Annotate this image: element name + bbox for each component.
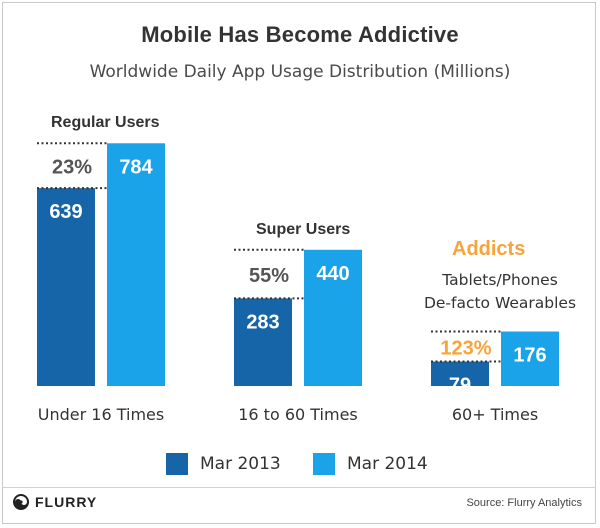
value-label-mar-2013-60-times: 79 [449, 375, 471, 397]
bar-mar-2013-16-to-60-times [234, 298, 292, 386]
legend-swatch-mar-2014 [313, 453, 335, 475]
source-note: Source: Flurry Analytics [466, 497, 582, 509]
category-label-16-to-60-times: 16 to 60 Times [238, 405, 358, 424]
growth-label-60-times: 123% [440, 338, 491, 360]
legend-label-mar-2014: Mar 2014 [347, 454, 428, 474]
bar-mar-2014-16-to-60-times [304, 249, 362, 386]
legend-label-mar-2013: Mar 2013 [200, 454, 281, 474]
value-label-mar-2014-16-to-60-times: 440 [316, 263, 349, 285]
value-label-mar-2013-16-to-60-times: 283 [246, 311, 279, 333]
value-label-mar-2013-under-16-times: 639 [49, 201, 82, 223]
device-label-wearables: De-facto Wearables [423, 294, 577, 312]
chart-title: Mobile Has Become Addictive [141, 22, 459, 47]
bar-mar-2014-under-16-times [107, 143, 165, 386]
category-label-60-times: 60+ Times [452, 405, 538, 424]
bar-mar-2014-60-times [501, 331, 559, 386]
legend-item-mar-2013: Mar 2013 [166, 453, 281, 475]
group-title-super-users: Super Users [256, 221, 351, 238]
bar-mar-2013-60-times [431, 361, 489, 386]
legend: Mar 2013 Mar 2014 [0, 453, 600, 477]
growth-label-under-16-times: 23% [52, 157, 92, 179]
growth-label-16-to-60-times: 55% [249, 265, 289, 287]
category-label-under-16-times: Under 16 Times [38, 405, 164, 424]
flurry-logo-text: FLURRY [35, 494, 98, 510]
bar-chart: 639 784 23% Under 16 Times 283 440 55% 16 to 60… [37, 142, 559, 424]
device-label-tablets-phones: Tablets/Phones [442, 271, 558, 289]
legend-item-mar-2014: Mar 2014 [313, 453, 428, 475]
value-label-mar-2014-60-times: 176 [513, 345, 546, 367]
bar-mar-2013-under-16-times [37, 188, 95, 386]
value-label-mar-2014-under-16-times: 784 [119, 156, 153, 178]
group-title-regular-users: Regular Users [51, 114, 160, 131]
legend-swatch-mar-2013 [166, 453, 188, 475]
flurry-logo: FLURRY [12, 493, 97, 511]
flurry-swirl-icon [13, 494, 29, 510]
group-title-addicts: Addicts [452, 238, 526, 260]
chart-subtitle: Worldwide Daily App Usage Distribution (… [89, 62, 511, 82]
chart-frame [2, 2, 596, 524]
footer-divider [2, 487, 596, 488]
